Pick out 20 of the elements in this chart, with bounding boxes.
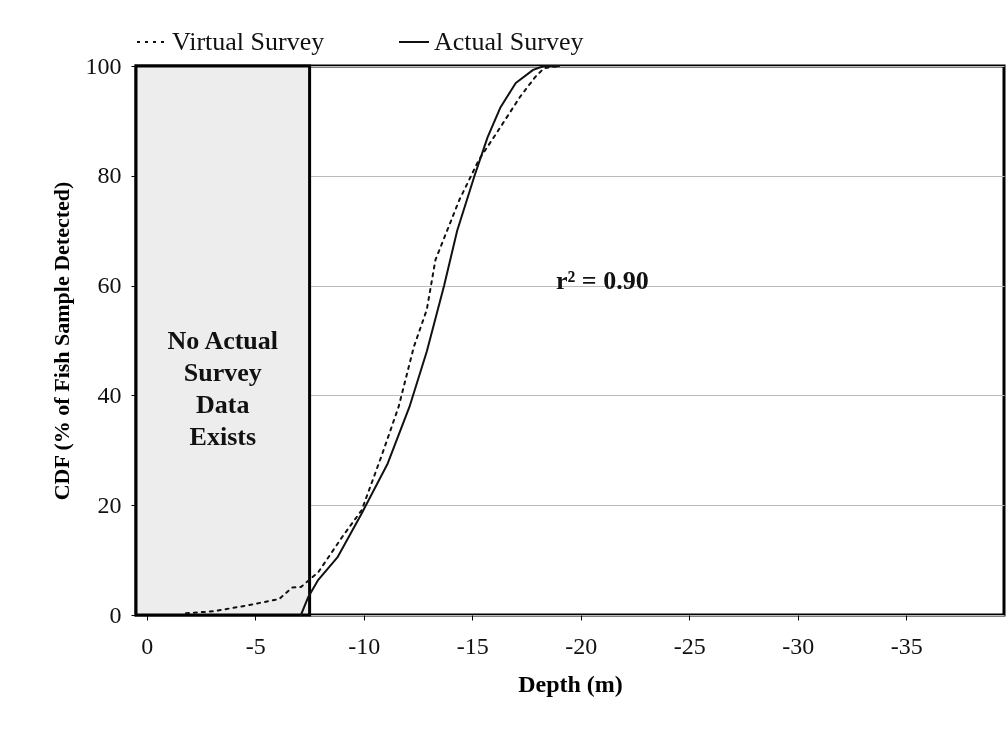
y-axis-title: CDF (% of Fish Sample Detected): [48, 181, 74, 501]
legend-label: Actual Survey: [434, 27, 584, 56]
y-tick-label: 40: [97, 381, 122, 408]
x-tick-label: 0: [141, 632, 154, 659]
legend-label: Virtual Survey: [172, 27, 325, 56]
x-tick-label: -35: [890, 632, 923, 659]
y-tick-label: 20: [97, 491, 122, 518]
y-tick-label: 100: [85, 52, 122, 79]
x-tick-label: -10: [348, 632, 381, 659]
x-tick-label: -25: [673, 632, 706, 659]
x-tick-label: -15: [456, 632, 489, 659]
y-tick-label: 80: [97, 162, 122, 189]
y-tick-label: 60: [97, 272, 122, 299]
annotation: r² = 0.90: [556, 266, 649, 295]
band-label: No Actual Survey Data Exists: [167, 325, 279, 451]
x-axis-title: Depth (m): [518, 670, 623, 697]
x-tick-label: -5: [245, 632, 266, 659]
y-tick-label: 0: [109, 601, 122, 628]
x-tick-label: -20: [565, 632, 598, 659]
x-tick-label: -30: [782, 632, 815, 659]
